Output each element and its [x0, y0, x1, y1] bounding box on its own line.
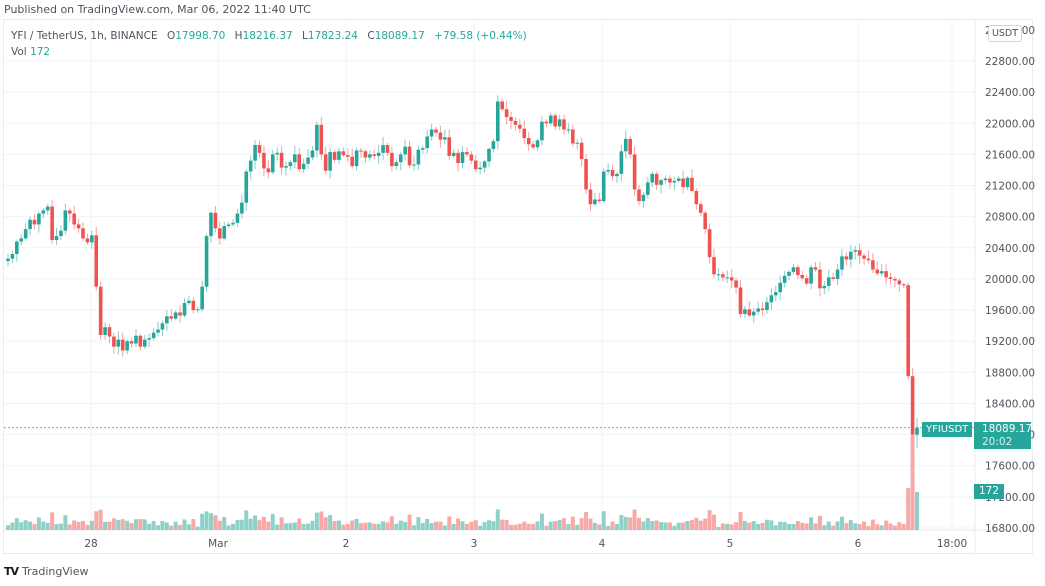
time-tick-label: 28	[84, 538, 97, 550]
price-tick-label: 20000.00	[985, 274, 1035, 286]
currency-badge[interactable]: USDT	[988, 25, 1022, 42]
time-scale[interactable]: 28 Mar 2 3 4 5 6 18:00	[84, 538, 967, 550]
low-value: 17823.24	[307, 30, 358, 42]
last-price-value: 18089.17	[982, 423, 1033, 435]
price-tick-label: 22800.00	[985, 56, 1035, 68]
symbol-price-tag: YFIUSDT	[922, 422, 973, 437]
ohlc-row: YFI / TetherUS, 1h, BINANCE O17998.70 H1…	[11, 28, 527, 44]
time-tick-label: 2	[343, 538, 350, 550]
volume-label[interactable]: Vol	[11, 46, 27, 58]
time-tick-label: 3	[471, 538, 478, 550]
price-tick-label: 21200.00	[985, 181, 1035, 193]
bar-countdown: 20:02	[982, 436, 1013, 448]
price-tick-label: 20400.00	[985, 243, 1035, 255]
chart-legend: YFI / TetherUS, 1h, BINANCE O17998.70 H1…	[11, 28, 527, 60]
volume-tag: 172	[974, 484, 1004, 499]
price-tick-label: 22400.00	[985, 87, 1035, 99]
price-tick-label: 16800.00	[985, 523, 1035, 535]
price-tick-label: 22000.00	[985, 118, 1035, 130]
volume-value: 172	[30, 46, 51, 58]
high-label: H	[234, 30, 243, 42]
close-label: C	[367, 30, 375, 42]
high-value: 18216.37	[242, 30, 293, 42]
price-scale[interactable]: 23200.0022800.0022400.0022000.0021600.00…	[985, 25, 1035, 535]
candles	[6, 95, 919, 501]
time-tick-label: Mar	[208, 538, 228, 550]
close-value: 18089.17	[374, 30, 425, 42]
price-tick-label: 17600.00	[985, 461, 1035, 473]
change-value: +79.58 (+0.44%)	[434, 30, 527, 42]
price-tick-label: 20800.00	[985, 212, 1035, 224]
price-tick-label: 18400.00	[985, 398, 1035, 410]
tradingview-logo-icon: TV	[4, 565, 19, 578]
last-price-tag: 18089.17 20:02	[974, 422, 1033, 449]
low-label: L	[302, 30, 308, 42]
time-tick-label: 18:00	[937, 538, 967, 550]
grid	[4, 20, 975, 530]
price-tick-label: 19200.00	[985, 336, 1035, 348]
price-tick-label: 19600.00	[985, 305, 1035, 317]
chart-frame	[3, 19, 1033, 554]
price-tick-label: 21600.00	[985, 149, 1035, 161]
time-tick-label: 6	[855, 538, 862, 550]
published-caption: Published on TradingView.com, Mar 06, 20…	[4, 3, 311, 16]
volume-row: Vol 172	[11, 44, 527, 60]
tradingview-brand[interactable]: TV TradingView	[4, 565, 89, 578]
price-tick-label: 18800.00	[985, 367, 1035, 379]
volume-bars	[6, 435, 919, 530]
brand-name: TradingView	[22, 565, 89, 578]
open-label: O	[166, 30, 176, 42]
time-tick-label: 4	[599, 538, 606, 550]
symbol-info[interactable]: YFI / TetherUS, 1h, BINANCE	[11, 30, 158, 42]
time-tick-label: 5	[727, 538, 734, 550]
open-value: 17998.70	[175, 30, 226, 42]
